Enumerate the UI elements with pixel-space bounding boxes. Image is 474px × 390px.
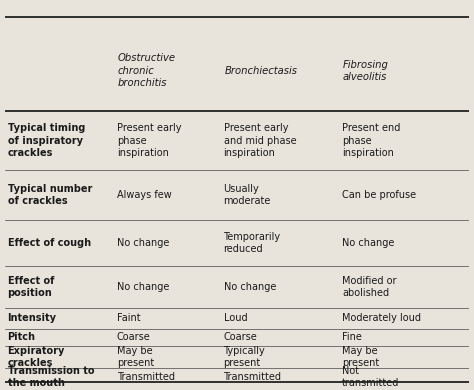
Text: Transmitted: Transmitted [117, 372, 175, 382]
Text: Typically
present: Typically present [224, 346, 265, 368]
Text: Coarse: Coarse [117, 332, 150, 342]
Text: Coarse: Coarse [224, 332, 257, 342]
Text: Can be profuse: Can be profuse [342, 190, 416, 200]
Text: Fine: Fine [342, 332, 362, 342]
Text: Pitch: Pitch [8, 332, 36, 342]
Text: Always few: Always few [117, 190, 172, 200]
Text: Loud: Loud [224, 313, 247, 323]
Text: Typical number
of crackles: Typical number of crackles [8, 184, 92, 206]
Text: Intensity: Intensity [8, 313, 56, 323]
Text: Present early
and mid phase
inspiration: Present early and mid phase inspiration [224, 123, 296, 158]
Text: May be
present: May be present [117, 346, 154, 368]
Text: Present end
phase
inspiration: Present end phase inspiration [342, 123, 401, 158]
Text: Typical timing
of inspiratory
crackles: Typical timing of inspiratory crackles [8, 123, 85, 158]
Text: Effect of cough: Effect of cough [8, 238, 91, 248]
Text: Effect of
position: Effect of position [8, 275, 54, 298]
Text: Transmitted: Transmitted [224, 372, 282, 382]
Text: Present early
phase
inspiration: Present early phase inspiration [117, 123, 181, 158]
Text: Usually
moderate: Usually moderate [224, 184, 271, 206]
Text: Bronchiectasis: Bronchiectasis [225, 66, 298, 76]
Text: May be
present: May be present [342, 346, 379, 368]
Text: Faint: Faint [117, 313, 140, 323]
Text: No change: No change [117, 282, 169, 292]
Text: Expiratory
crackles: Expiratory crackles [8, 346, 65, 368]
Text: No change: No change [342, 238, 394, 248]
Text: Moderately loud: Moderately loud [342, 313, 421, 323]
Text: Not
transmitted: Not transmitted [342, 366, 400, 388]
Text: Modified or
abolished: Modified or abolished [342, 275, 396, 298]
Text: Transmission to
the mouth: Transmission to the mouth [8, 366, 94, 388]
Text: Fibrosing
alveolitis: Fibrosing alveolitis [343, 60, 389, 82]
Text: No change: No change [224, 282, 276, 292]
Text: Obstructive
chronic
bronchitis: Obstructive chronic bronchitis [118, 53, 176, 88]
Text: Temporarily
reduced: Temporarily reduced [224, 232, 281, 254]
Text: No change: No change [117, 238, 169, 248]
